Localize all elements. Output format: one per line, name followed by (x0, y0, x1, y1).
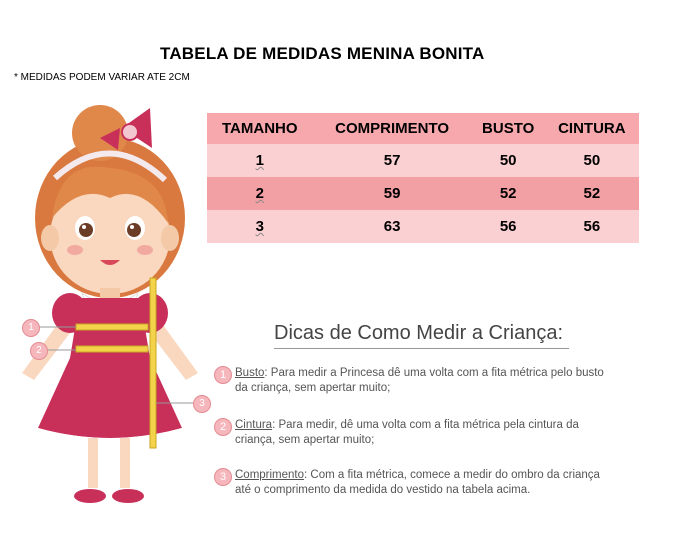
cell-size: 1 (207, 144, 313, 177)
tip-label: Busto (235, 367, 265, 379)
girl-illustration (22, 105, 198, 503)
tip-item: 1 Busto: Para medir a Princesa dê uma vo… (214, 366, 654, 396)
tip-label: Comprimento (235, 469, 305, 481)
header-busto: BUSTO (471, 113, 545, 144)
cell-bust: 56 (471, 210, 545, 243)
cell-bust: 50 (471, 144, 545, 177)
tip-continuation: até o comprimento da medida do vestido n… (235, 484, 531, 496)
tip-item: 3 Comprimento: Com a fita métrica, comec… (214, 468, 654, 498)
cell-waist: 56 (544, 210, 639, 243)
tip-number-badge: 2 (214, 418, 232, 436)
cell-length: 59 (312, 177, 472, 210)
cell-length: 63 (312, 210, 472, 243)
tip-text: : Para medir, dê uma volta com a fita mé… (272, 419, 579, 431)
cell-bust: 52 (471, 177, 545, 210)
page-title: TABELA DE MEDIDAS MENINA BONITA (160, 44, 485, 63)
header-cintura: CINTURA (544, 113, 639, 144)
marker-3: 3 (193, 395, 211, 413)
cell-size: 2 (207, 177, 313, 210)
table-row: 2 59 52 52 (207, 177, 639, 210)
tip-number-badge: 3 (214, 468, 232, 486)
cell-waist: 52 (544, 177, 639, 210)
header-comprimento: COMPRIMENTO (312, 113, 472, 144)
size-table: TAMANHO COMPRIMENTO BUSTO CINTURA 1 57 5… (207, 113, 639, 243)
tip-number-badge: 1 (214, 366, 232, 384)
tip-item: 2 Cintura: Para medir, dê uma volta com … (214, 418, 654, 448)
tip-text: : Para medir a Princesa dê uma volta com… (264, 367, 604, 379)
marker-2: 2 (30, 342, 48, 360)
tips-heading: Dicas de Como Medir a Criança: (274, 322, 569, 349)
cell-length: 57 (312, 144, 472, 177)
tip-continuation: da criança, sem apertar muito; (235, 382, 391, 394)
tip-line: Cintura: Para medir, dê uma volta com a … (235, 418, 654, 433)
marker-1: 1 (22, 319, 40, 337)
cell-waist: 50 (544, 144, 639, 177)
tip-line: Busto: Para medir a Princesa dê uma volt… (235, 366, 654, 381)
cell-size: 3 (207, 210, 313, 243)
tip-continuation: criança, sem apertar muito; (235, 434, 375, 446)
table-header-row: TAMANHO COMPRIMENTO BUSTO CINTURA (207, 113, 639, 144)
table-row: 1 57 50 50 (207, 144, 639, 177)
tip-text: : Com a fita métrica, comece a medir do … (304, 469, 600, 481)
tip-line: Comprimento: Com a fita métrica, comece … (235, 468, 654, 483)
header-tamanho: TAMANHO (207, 113, 313, 144)
table-row: 3 63 56 56 (207, 210, 639, 243)
tip-label: Cintura (235, 419, 273, 431)
variation-note: * MEDIDAS PODEM VARIAR ATE 2CM (14, 72, 190, 83)
